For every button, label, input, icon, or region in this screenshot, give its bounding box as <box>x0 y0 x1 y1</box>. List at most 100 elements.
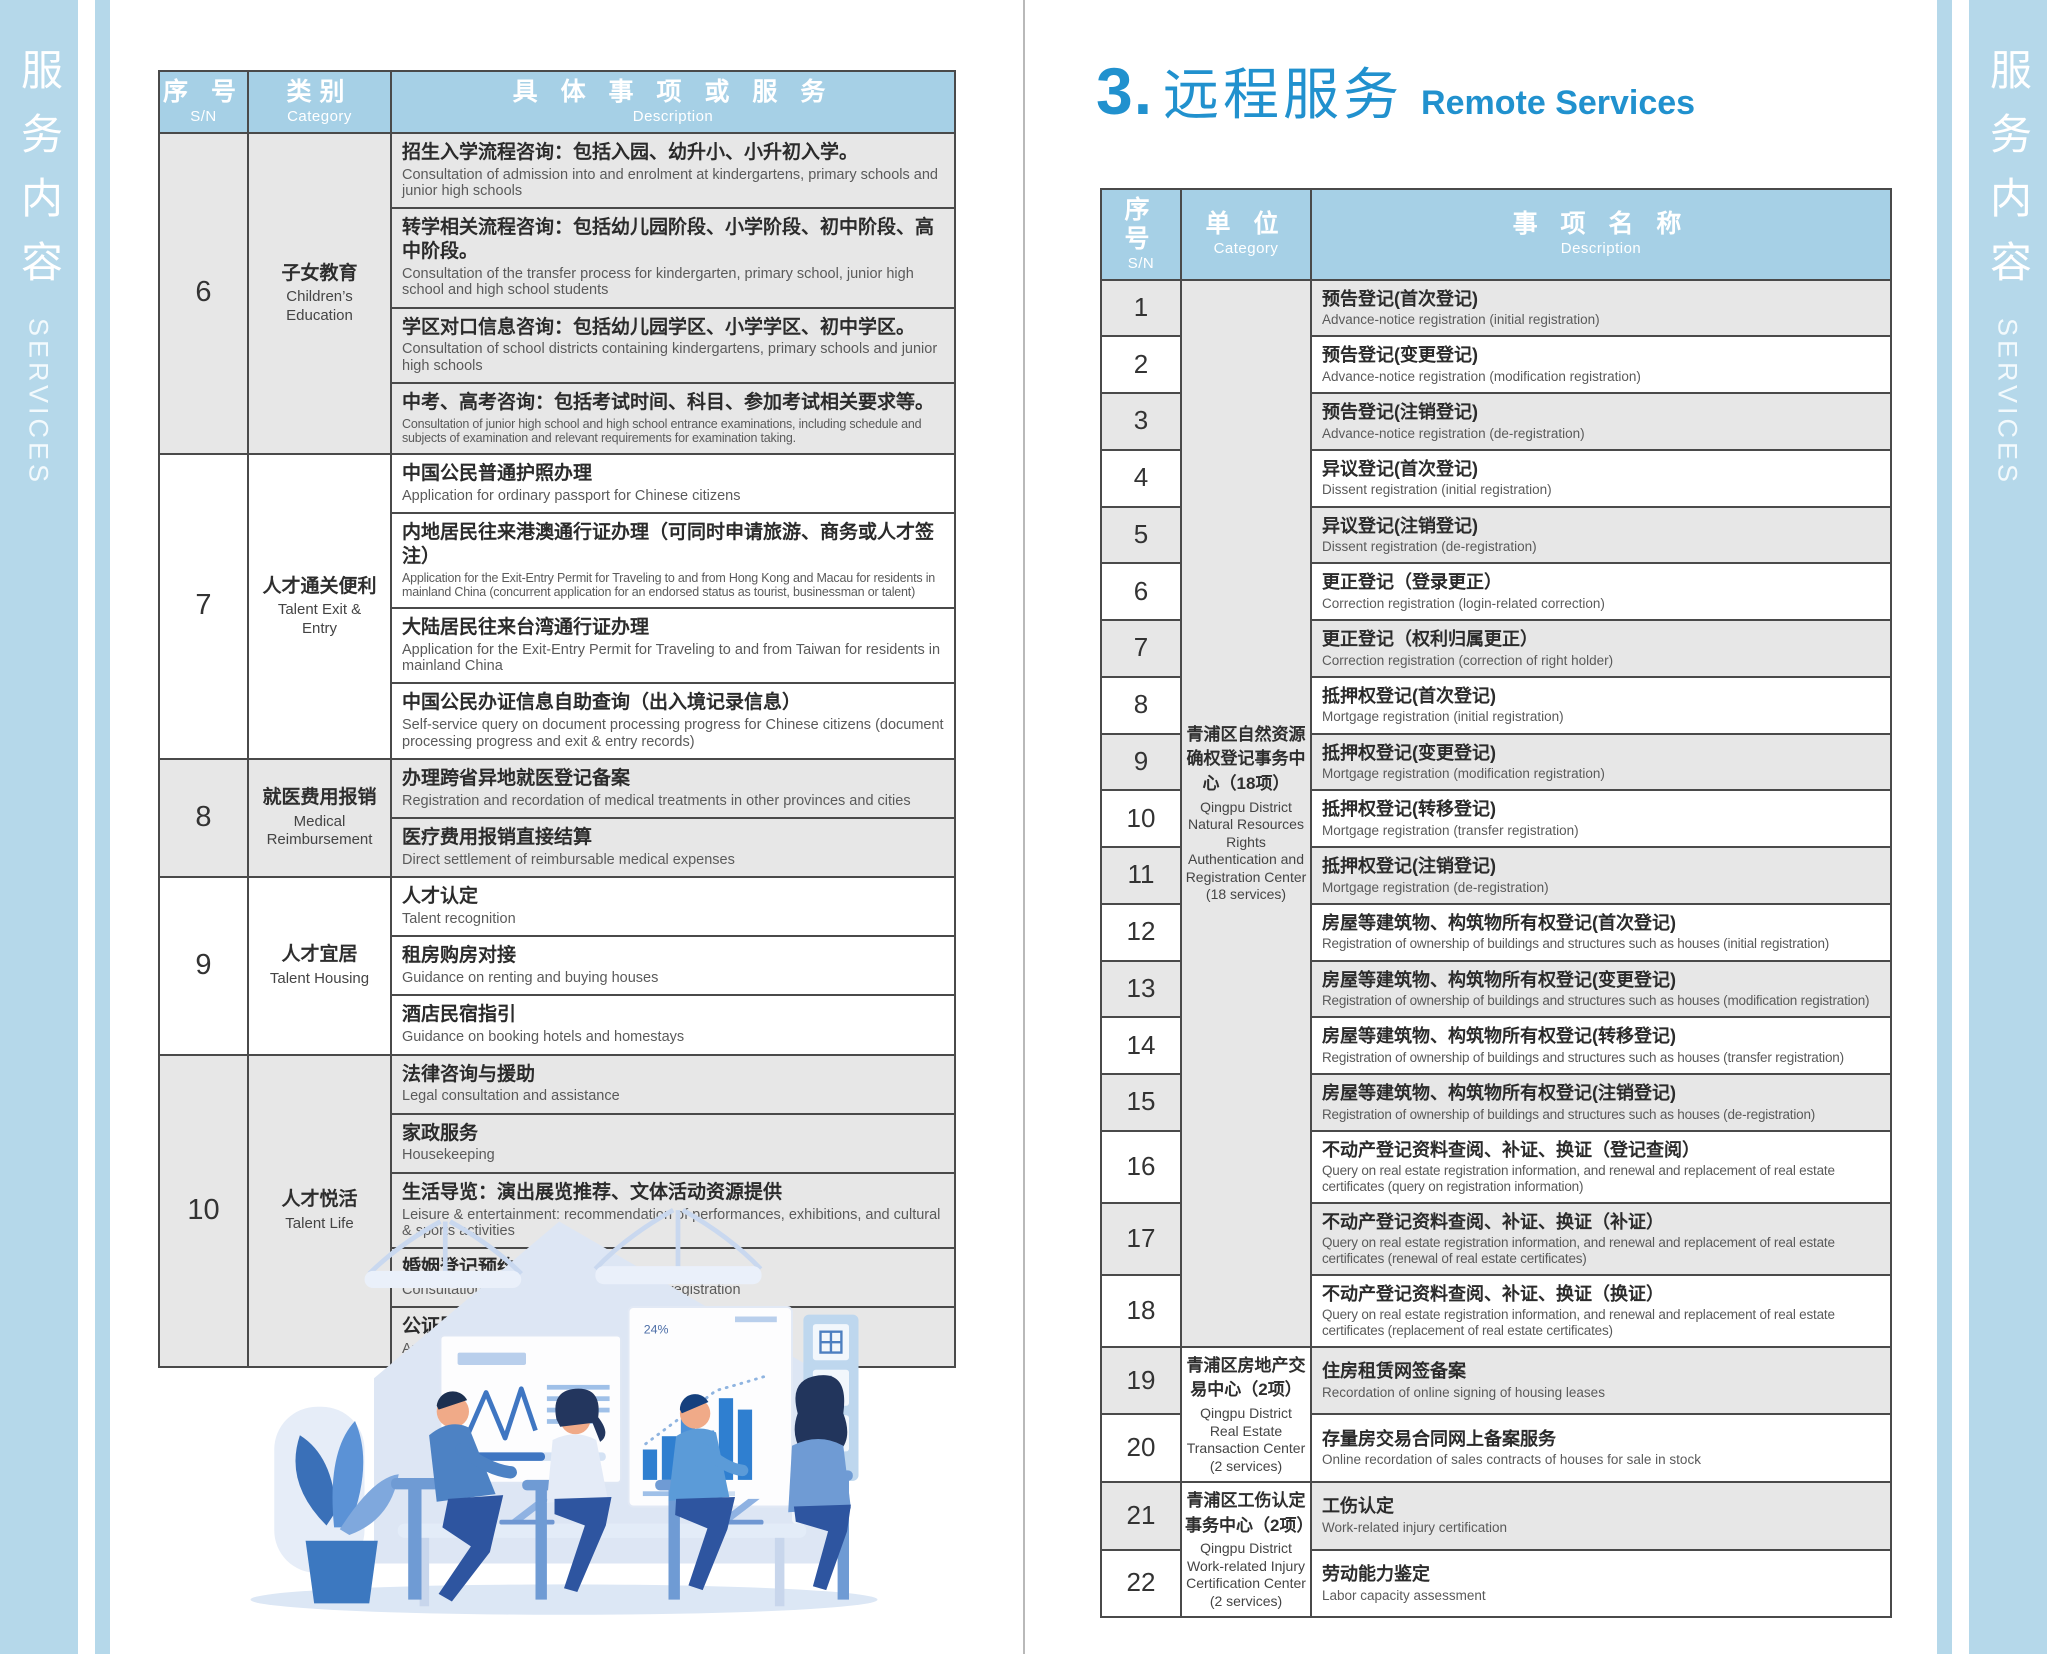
service-item-zh: 招生入学流程咨询：包括入园、幼升小、小升初入学。 <box>402 141 859 163</box>
service-item-zh: 房屋等建筑物、构筑物所有权登记(注销登记) <box>1322 1083 1676 1103</box>
service-item-zh: 异议登记(首次登记) <box>1322 458 1478 479</box>
column-header-0: 序 号 S/N <box>158 70 249 134</box>
service-item-zh: 学区对口信息咨询：包括幼儿园学区、小学学区、初中学区。 <box>402 316 916 338</box>
service-item-en: Consultation of admission into and enrol… <box>402 166 938 199</box>
table-row: 租房购房对接 Guidance on renting and buying hou… <box>159 935 956 997</box>
serial-number-cell: 10 <box>158 1053 249 1368</box>
table-row: 20 存量房交易合同网上备案服务 Online recordation of sal… <box>1100 1413 1892 1484</box>
service-item-en: Consultation of the transfer process for… <box>402 265 914 299</box>
column-header-en: S/N <box>1127 254 1155 272</box>
serial-number-cell: 3 <box>1100 392 1182 451</box>
table-body: 1 青浦区自然资源确权登记事务中心（18项） Qingpu District Nat… <box>1100 278 1892 1619</box>
table-row: 1 青浦区自然资源确权登记事务中心（18项） Qingpu District Nat… <box>1100 278 1892 1348</box>
service-item-zh: 更正登记（权利归属更正） <box>1322 629 1538 649</box>
serial-number-cell: 10 <box>1100 789 1182 848</box>
service-item-en: Query on real estate registration inform… <box>1322 1163 1835 1194</box>
service-item-zh: 家政服务 <box>402 1122 479 1144</box>
table-row: 中考、高考咨询：包括考试时间、科目、参加考试相关要求等。 Consultation… <box>159 382 956 455</box>
service-item-zh: 预告登记(注销登记) <box>1322 402 1478 422</box>
serial-number-cell: 21 <box>1100 1481 1182 1551</box>
service-item-cell: 抵押权登记(首次登记) Mortgage registration (initia… <box>1310 675 1892 735</box>
service-item-cell: 酒店民宿指引 Guidance on booking hotels and hom… <box>390 994 956 1056</box>
service-item-zh: 工伤认定 <box>1322 1496 1394 1517</box>
category-en: Talent Exit & Entry <box>277 601 362 637</box>
service-item-zh: 中考、高考咨询：包括考试时间、科目、参加考试相关要求等。 <box>402 392 935 413</box>
table-row: 9 人才宜居 Talent Housing 人才认定 Talent recognitio… <box>158 876 956 1056</box>
service-item-en: Recordation of online signing of housing… <box>1322 1384 1605 1400</box>
table-header: 序 号 S/N 单 位 Category 事 项 名 称 Description <box>1100 188 1892 281</box>
service-item-en: Registration of ownership of buildings a… <box>1322 1106 1816 1122</box>
service-item-cell: 内地居民往来港澳通行证办理（可同时申请旅游、商务或人才签注） Applicatio… <box>390 512 956 609</box>
table-row: 9 抵押权登记(变更登记) Mortgage registration (modif… <box>1100 732 1892 792</box>
service-item-cell: 异议登记(注销登记) Dissent registration (de-regis… <box>1310 505 1892 565</box>
serial-number-cell: 6 <box>158 131 249 456</box>
serial-number-cell: 8 <box>1100 675 1182 735</box>
service-item-zh: 住房租赁网签备案 <box>1322 1361 1466 1382</box>
service-item-zh: 内地居民往来港澳通行证办理（可同时申请旅游、商务或人才签注） <box>402 522 935 567</box>
service-item-cell: 房屋等建筑物、构筑物所有权登记(首次登记) Registration of own… <box>1310 902 1892 962</box>
table-row: 13 房屋等建筑物、构筑物所有权登记(变更登记) Registration of o… <box>1100 959 1892 1019</box>
column-header-en: Description <box>1560 240 1642 258</box>
service-item-cell: 家政服务 Housekeeping <box>390 1112 956 1174</box>
service-item-cell: 办理跨省异地就医登记备案 Registration and recordation… <box>390 757 956 820</box>
service-item-zh: 存量房交易合同网上备案服务 <box>1322 1428 1556 1449</box>
serial-number-cell: 15 <box>1100 1073 1182 1132</box>
category-en: Talent Life <box>285 1214 354 1232</box>
table-row: 10 人才悦活 Talent Life 法律咨询与援助 Legal consultati… <box>158 1053 956 1368</box>
service-item-cell: 租房购房对接 Guidance on renting and buying hou… <box>390 935 956 997</box>
service-item-en: Registration of ownership of buildings a… <box>1322 993 1870 1008</box>
table-row: 18 不动产登记资料查阅、补证、换证（换证） Query on real estat… <box>1100 1273 1892 1348</box>
category-cell: 就医费用报销 Medical Reimbursement <box>247 757 392 879</box>
service-item-zh: 人才认定 <box>402 886 479 908</box>
serial-number-cell: 22 <box>1100 1548 1182 1619</box>
service-item-en: Housekeeping <box>402 1147 495 1164</box>
category-cell: 人才通关便利 Talent Exit & Entry <box>247 453 392 760</box>
service-item-en: Guidance on renting and buying houses <box>402 970 659 986</box>
service-item-zh: 抵押权登记(转移登记) <box>1322 799 1496 820</box>
services-table-right: 序 号 S/N 单 位 Category 事 项 名 称 Description 1 青浦区自… <box>1100 188 1892 1619</box>
service-item-zh: 抵押权登记(变更登记) <box>1322 742 1496 763</box>
category-en: Talent Housing <box>269 969 370 987</box>
service-item-cell: 法律咨询与援助 Legal consultation and assistance <box>390 1053 956 1115</box>
service-item-en: Correction registration (correction of r… <box>1322 652 1614 668</box>
sidebar-title-zh: 服务内容 <box>1984 48 2032 304</box>
column-header-zh: 类别 <box>286 78 353 106</box>
column-header-zh: 序 号 <box>1124 196 1158 253</box>
column-header-en: Category <box>1213 240 1279 258</box>
service-item-cell: 预告登记(首次登记) Advance-notice registration (i… <box>1310 278 1892 338</box>
service-item-cell: 中国公民办证信息自助查询（出入境记录信息） Self-service query … <box>390 682 956 760</box>
section-title: 3. 远程服务 Remote Services <box>1096 50 1695 131</box>
service-item-en: Labor capacity assessment <box>1322 1587 1486 1603</box>
category-en: Qingpu District Work-related Injury Cert… <box>1186 1540 1306 1609</box>
serial-number-cell: 4 <box>1100 448 1182 508</box>
service-item-en: Self-service query on document processin… <box>402 717 944 750</box>
service-item-en: Mortgage registration (initial registrat… <box>1322 709 1564 725</box>
service-item-en: Advance-notice registration (initial reg… <box>1322 312 1600 327</box>
column-header-zh: 具 体 事 项 或 服 务 <box>512 78 834 106</box>
service-item-zh: 法律咨询与援助 <box>402 1063 536 1085</box>
table-row: 16 不动产登记资料查阅、补证、换证（登记查阅） Query on real est… <box>1100 1129 1892 1204</box>
service-item-en: Application for ordinary passport for Ch… <box>402 487 741 504</box>
service-item-zh: 大陆居民往来台湾通行证办理 <box>402 616 650 638</box>
category-cell: 子女教育 Children’s Education <box>247 131 392 456</box>
serial-number-cell: 2 <box>1100 335 1182 394</box>
service-item-cell: 预告登记(注销登记) Advance-notice registration (d… <box>1310 392 1892 451</box>
section-title-en: Remote Services <box>1421 84 1696 122</box>
service-item-cell: 更正登记（登录更正） Correction registration (login… <box>1310 562 1892 621</box>
service-item-zh: 异议登记(注销登记) <box>1322 515 1478 536</box>
service-item-cell: 转学相关流程咨询：包括幼儿园阶段、小学阶段、初中阶段、高中阶段。 Consulta… <box>390 207 956 309</box>
column-header-zh: 单 位 <box>1205 210 1287 239</box>
table-row: 5 异议登记(注销登记) Dissent registration (de-regi… <box>1100 505 1892 565</box>
serial-number-cell: 18 <box>1100 1273 1182 1348</box>
table-row: 6 子女教育 Children’s Education 招生入学流程咨询：包括入园、幼… <box>158 131 956 456</box>
table-header: 序 号 S/N 类别 Category 具 体 事 项 或 服 务 Description <box>158 70 956 134</box>
left-accent-stripe <box>95 0 110 1654</box>
table-row: 4 异议登记(首次登记) Dissent registration (initial… <box>1100 448 1892 508</box>
serial-number-cell: 20 <box>1100 1413 1182 1484</box>
column-header-2: 具 体 事 项 或 服 务 Description <box>390 70 956 134</box>
service-item-zh: 抵押权登记(注销登记) <box>1322 856 1496 876</box>
column-header-1: 类别 Category <box>247 70 392 134</box>
service-item-zh: 医疗费用报销直接结算 <box>402 827 593 848</box>
service-item-cell: 医疗费用报销直接结算 Direct settlement of reimbursa… <box>390 816 956 879</box>
service-item-en: Mortgage registration (transfer registra… <box>1322 822 1579 838</box>
